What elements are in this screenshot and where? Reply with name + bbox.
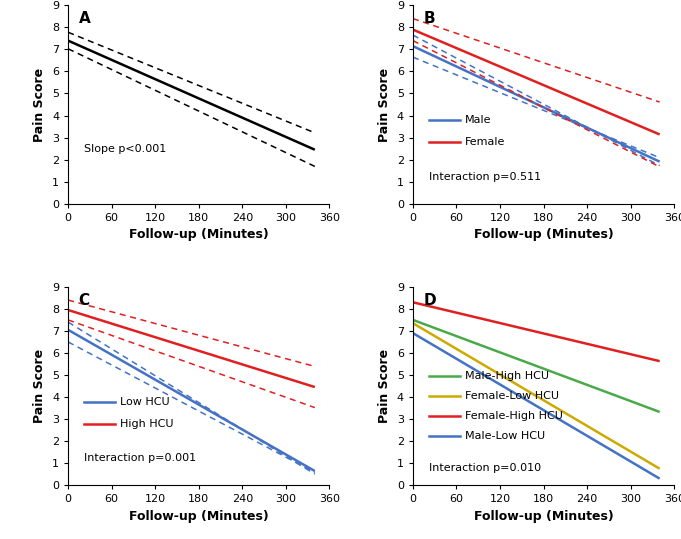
Text: Slope p<0.001: Slope p<0.001: [84, 144, 166, 154]
X-axis label: Follow-up (Minutes): Follow-up (Minutes): [129, 228, 268, 241]
X-axis label: Follow-up (Minutes): Follow-up (Minutes): [129, 510, 268, 523]
Text: C: C: [78, 293, 90, 308]
Text: D: D: [424, 293, 436, 308]
Text: Male: Male: [465, 115, 492, 126]
Text: Low HCU: Low HCU: [121, 397, 170, 407]
X-axis label: Follow-up (Minutes): Follow-up (Minutes): [474, 228, 614, 241]
Y-axis label: Pain Score: Pain Score: [33, 349, 46, 423]
X-axis label: Follow-up (Minutes): Follow-up (Minutes): [474, 510, 614, 523]
Text: Female: Female: [465, 137, 505, 147]
Y-axis label: Pain Score: Pain Score: [378, 67, 392, 142]
Text: Interaction p=0.001: Interaction p=0.001: [84, 453, 196, 464]
Text: Male-Low HCU: Male-Low HCU: [465, 431, 545, 440]
Text: Interaction p=0.010: Interaction p=0.010: [428, 464, 541, 473]
Text: Female-Low HCU: Female-Low HCU: [465, 391, 559, 401]
Text: A: A: [78, 11, 91, 26]
Text: High HCU: High HCU: [121, 419, 174, 429]
Text: Male-High HCU: Male-High HCU: [465, 371, 549, 381]
Text: Interaction p=0.511: Interaction p=0.511: [428, 172, 541, 182]
Y-axis label: Pain Score: Pain Score: [378, 349, 392, 423]
Text: Female-High HCU: Female-High HCU: [465, 411, 563, 421]
Y-axis label: Pain Score: Pain Score: [33, 67, 46, 142]
Text: B: B: [424, 11, 435, 26]
